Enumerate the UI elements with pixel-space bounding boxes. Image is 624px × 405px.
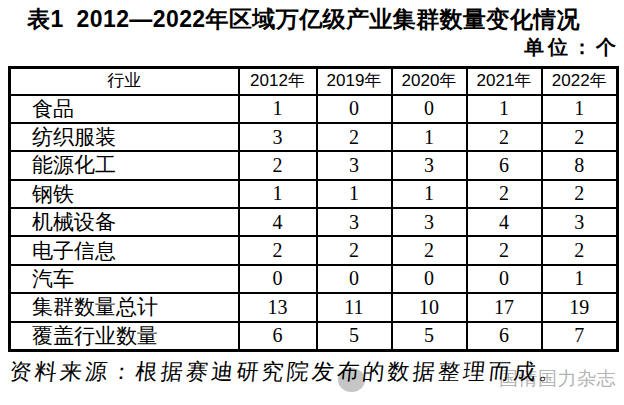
column-header: 2019年 [317,68,392,95]
source-note: 资料来源：根据赛迪研究院发布的数据整理而成。 [8,357,566,387]
cell-value: 4 [467,208,542,236]
cell-value: 6 [467,151,542,179]
row-label: 覆盖行业数量 [10,322,239,351]
cell-value: 11 [317,293,392,321]
cell-value: 1 [239,180,317,208]
cell-value: 0 [317,265,392,293]
table-row: 电子信息22222 [10,236,618,264]
cell-value: 2 [392,236,467,264]
cell-value: 5 [392,322,467,351]
cell-value: 1 [239,95,317,123]
cell-value: 2 [317,236,392,264]
cell-value: 3 [392,151,467,179]
cell-value: 5 [317,322,392,351]
cell-value: 1 [317,180,392,208]
cell-value: 2 [467,180,542,208]
cell-value: 2 [467,123,542,151]
table-row: 食品10011 [10,95,618,123]
table-row: 能源化工23368 [10,151,618,179]
cell-value: 2 [239,151,317,179]
row-label: 食品 [10,95,239,123]
table-title-text: 2012—2022年区域万亿级产业集群数量变化情况 [77,6,580,32]
row-label: 钢铁 [10,180,239,208]
cell-value: 4 [239,208,317,236]
column-header: 2021年 [467,68,542,95]
cell-value: 19 [542,293,618,321]
row-label: 汽车 [10,265,239,293]
column-header: 行业 [10,68,239,95]
cell-value: 0 [317,95,392,123]
cell-value: 1 [392,180,467,208]
table-row: 纺织服装32122 [10,123,618,151]
table-header-row: 行业2012年2019年2020年2021年2022年 [10,68,618,95]
column-header: 2022年 [542,68,618,95]
cell-value: 6 [239,322,317,351]
cell-value: 3 [542,208,618,236]
cell-value: 0 [392,95,467,123]
cell-value: 1 [392,123,467,151]
row-label: 能源化工 [10,151,239,179]
column-header: 2020年 [392,68,467,95]
cell-value: 3 [239,123,317,151]
table-row: 集群数量总计1311101719 [10,293,618,321]
cell-value: 3 [317,208,392,236]
table-row: 机械设备43343 [10,208,618,236]
cell-value: 17 [467,293,542,321]
row-label: 机械设备 [10,208,239,236]
cell-value: 7 [542,322,618,351]
cell-value: 3 [392,208,467,236]
cell-value: 3 [317,151,392,179]
row-label: 电子信息 [10,236,239,264]
cell-value: 2 [542,236,618,264]
unit-note: 单位：个 [524,34,620,61]
data-table: 行业2012年2019年2020年2021年2022年 食品10011纺织服装3… [8,66,619,352]
cell-value: 6 [467,322,542,351]
table-body: 食品10011纺织服装32122能源化工23368钢铁11122机械设备4334… [10,95,618,351]
cell-value: 1 [542,95,618,123]
table-number: 表1 [27,6,64,32]
table-row: 汽车00001 [10,265,618,293]
row-label: 纺织服装 [10,123,239,151]
table-title: 表1 2012—2022年区域万亿级产业集群数量变化情况 [27,7,580,32]
cell-value: 8 [542,151,618,179]
cell-value: 2 [467,236,542,264]
table-row: 钢铁11122 [10,180,618,208]
cell-value: 1 [467,95,542,123]
cell-value: 0 [392,265,467,293]
column-header: 2012年 [239,68,317,95]
cell-value: 10 [392,293,467,321]
cell-value: 0 [467,265,542,293]
cell-value: 1 [542,265,618,293]
row-label: 集群数量总计 [10,293,239,321]
cell-value: 2 [239,236,317,264]
cell-value: 2 [317,123,392,151]
table-row: 覆盖行业数量65567 [10,322,618,351]
cell-value: 2 [542,123,618,151]
cell-value: 0 [239,265,317,293]
cell-value: 2 [542,180,618,208]
cell-value: 13 [239,293,317,321]
